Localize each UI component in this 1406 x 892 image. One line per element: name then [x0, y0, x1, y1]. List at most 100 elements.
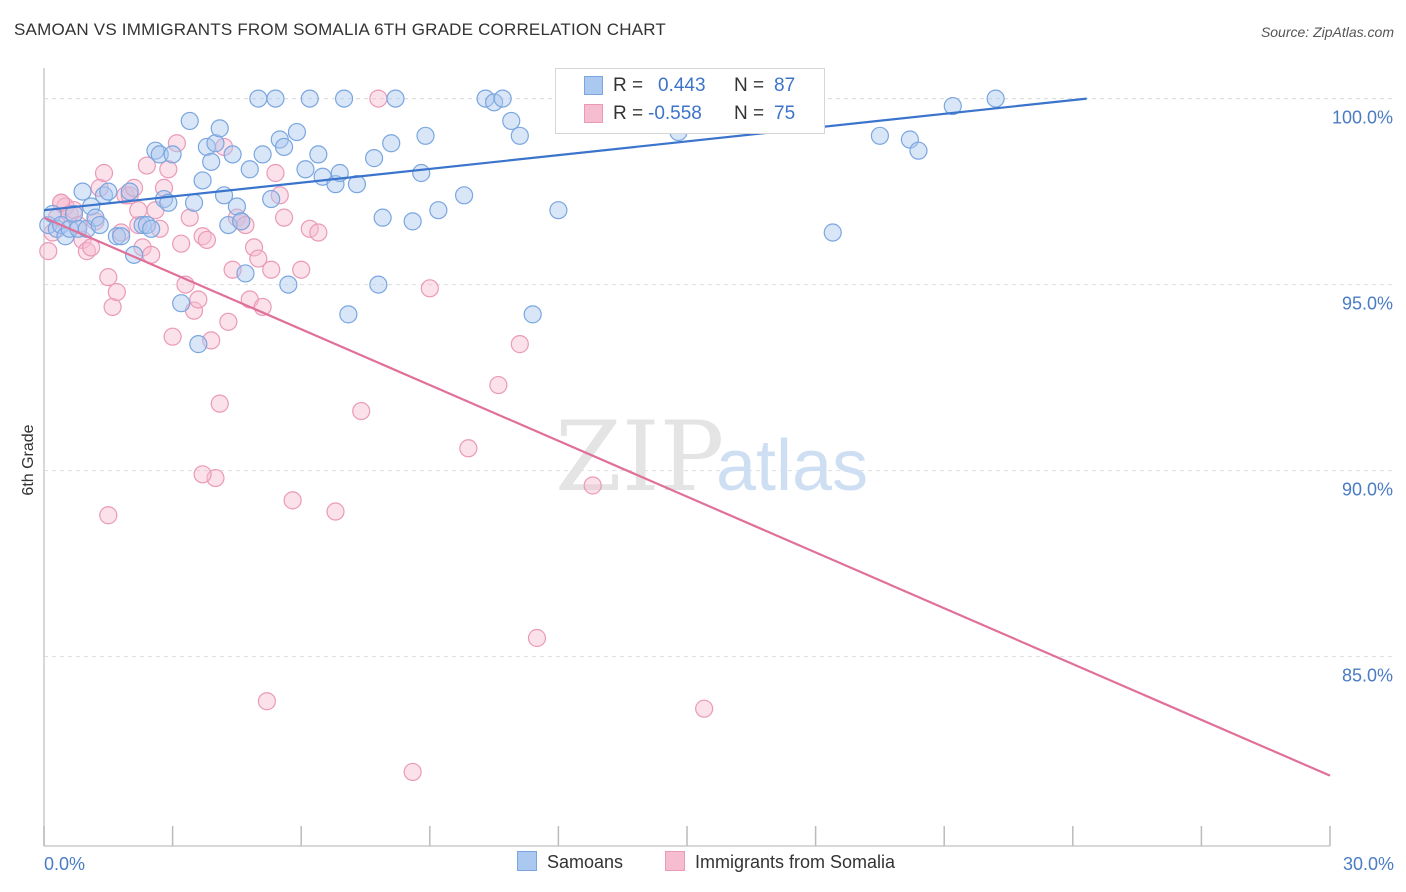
somalia-point: [583, 476, 602, 495]
samoans-point: [232, 212, 251, 231]
samoans-point: [90, 215, 109, 235]
bottom-legend-somalia: Immigrants from Somalia: [665, 851, 895, 873]
somalia-point: [510, 335, 529, 354]
somalia-point: [193, 465, 212, 484]
samoans-point: [274, 137, 294, 157]
samoans-point: [184, 193, 204, 212]
somalia-point: [326, 502, 345, 521]
trend-lines: [43, 97, 1331, 777]
chart-title: SAMOAN VS IMMIGRANTS FROM SOMALIA 6TH GR…: [14, 20, 666, 39]
samoans-point: [510, 126, 529, 145]
somalia-swatch: [584, 104, 603, 123]
samoans-point: [403, 212, 422, 231]
samoans-n-label: N =: [734, 75, 765, 96]
y-tick-label: 85.0%: [1342, 666, 1393, 686]
somalia-point: [172, 234, 191, 253]
samoans-point: [64, 204, 84, 224]
somalia-point: [352, 401, 371, 421]
samoans-point: [142, 219, 161, 238]
samoans-points: [39, 89, 1005, 354]
samoans-point: [339, 305, 358, 324]
samoans-point: [502, 111, 521, 131]
samoans-point: [172, 294, 191, 313]
gridlines: [44, 98, 1394, 658]
somalia-point: [180, 208, 199, 227]
samoans-r-label: R =: [613, 75, 644, 96]
samoans-point: [99, 182, 118, 201]
samoans-point: [189, 335, 208, 354]
samoans-point: [943, 96, 962, 116]
samoans-point: [909, 141, 928, 160]
somalia-point: [257, 692, 277, 711]
chart-source: Source: ZipAtlas.com: [1260, 24, 1394, 40]
samoans-point: [112, 227, 131, 246]
samoans-point: [300, 89, 319, 108]
samoans-point: [870, 126, 890, 145]
samoans-trend-line: [43, 97, 1087, 212]
samoans-point: [240, 160, 259, 179]
samoans-point: [249, 89, 268, 108]
samoans-point: [454, 186, 474, 205]
samoans-point: [180, 111, 199, 131]
somalia-legend-label: Immigrants from Somalia: [695, 852, 896, 872]
somalia-point: [39, 242, 58, 261]
somalia-point: [403, 762, 422, 782]
somalia-point: [137, 156, 156, 175]
samoans-point: [107, 227, 126, 246]
somalia-point: [94, 163, 114, 183]
samoans-point: [412, 163, 431, 183]
watermark-zip: ZIP: [555, 401, 724, 513]
samoans-point: [202, 152, 221, 171]
samoans-point: [206, 134, 225, 153]
somalia-point: [249, 249, 268, 268]
somalia-point: [99, 506, 118, 525]
somalia-point: [159, 160, 178, 179]
samoans-point: [493, 89, 512, 108]
y-tick-label: 95.0%: [1342, 294, 1393, 314]
samoans-point: [416, 126, 435, 145]
samoans-point: [253, 145, 272, 164]
somalia-point: [129, 201, 148, 220]
somalia-n-value: 75: [774, 103, 796, 124]
samoans-point: [159, 193, 178, 212]
somalia-point: [420, 279, 439, 298]
somalia-point: [244, 238, 264, 257]
somalia-point: [369, 89, 388, 108]
x-tick-label: 0.0%: [44, 854, 85, 874]
somalia-point: [309, 223, 328, 242]
somalia-r-value: -0.558: [648, 103, 702, 124]
y-axis-label: 6th Grade: [20, 424, 37, 495]
samoans-point: [287, 122, 307, 142]
y-tick-label: 100.0%: [1332, 108, 1393, 128]
samoans-point: [549, 201, 568, 220]
somalia-point: [163, 327, 182, 346]
somalia-point: [489, 375, 508, 395]
somalia-point: [167, 134, 186, 153]
samoans-point: [364, 149, 384, 168]
watermark: ZIP atlas: [555, 401, 868, 513]
samoans-legend-label: Samoans: [547, 852, 624, 872]
samoans-point: [373, 208, 392, 227]
samoans-point: [262, 189, 281, 209]
somalia-n-label: N =: [734, 103, 765, 124]
somalia-point: [107, 282, 126, 302]
somalia-point: [527, 628, 547, 648]
samoans-legend-swatch: [517, 851, 537, 871]
samoans-point: [334, 89, 354, 108]
somalia-point: [103, 297, 122, 317]
samoans-point: [523, 305, 542, 324]
somalia-point: [459, 439, 478, 458]
samoans-point: [227, 197, 246, 216]
somalia-point: [274, 208, 294, 227]
somalia-point: [210, 394, 229, 413]
somalia-point: [283, 491, 302, 510]
somalia-legend-swatch: [665, 851, 685, 871]
y-tick-label: 90.0%: [1342, 480, 1393, 500]
somalia-trend-line: [43, 216, 1331, 777]
samoans-point: [210, 119, 229, 138]
somalia-r-label: R =: [613, 103, 644, 124]
samoans-point: [296, 160, 315, 179]
samoans-point: [429, 201, 448, 220]
samoans-swatch: [584, 76, 603, 95]
